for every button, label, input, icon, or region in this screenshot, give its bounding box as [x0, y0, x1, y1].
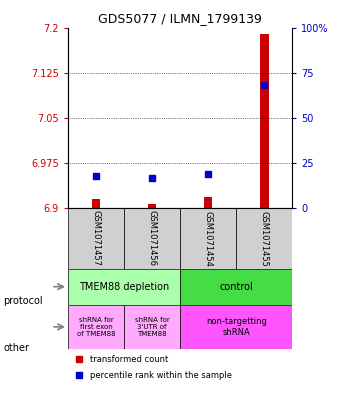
- Text: GSM1071455: GSM1071455: [260, 211, 269, 266]
- FancyBboxPatch shape: [124, 208, 180, 268]
- Bar: [204, 198, 212, 208]
- Text: control: control: [219, 282, 253, 292]
- Text: transformed count: transformed count: [90, 354, 169, 364]
- FancyBboxPatch shape: [180, 208, 236, 268]
- Bar: [260, 33, 269, 208]
- Bar: [148, 204, 156, 208]
- Text: GSM1071456: GSM1071456: [148, 211, 157, 266]
- Text: GSM1071454: GSM1071454: [204, 211, 213, 266]
- Text: percentile rank within the sample: percentile rank within the sample: [90, 371, 233, 380]
- FancyBboxPatch shape: [180, 305, 292, 349]
- Text: shRNA for
first exon
of TMEM88: shRNA for first exon of TMEM88: [77, 317, 115, 337]
- FancyBboxPatch shape: [124, 305, 180, 349]
- Text: GSM1071457: GSM1071457: [91, 211, 101, 266]
- FancyBboxPatch shape: [68, 268, 180, 305]
- Text: other: other: [3, 343, 29, 353]
- FancyBboxPatch shape: [236, 208, 292, 268]
- Text: non-targetting
shRNA: non-targetting shRNA: [206, 317, 267, 336]
- FancyBboxPatch shape: [180, 268, 292, 305]
- Title: GDS5077 / ILMN_1799139: GDS5077 / ILMN_1799139: [98, 12, 262, 25]
- Bar: [92, 199, 100, 208]
- FancyBboxPatch shape: [68, 208, 124, 268]
- Text: TMEM88 depletion: TMEM88 depletion: [79, 282, 169, 292]
- Text: shRNA for
3'UTR of
TMEM88: shRNA for 3'UTR of TMEM88: [135, 317, 170, 337]
- Text: protocol: protocol: [3, 296, 43, 306]
- FancyBboxPatch shape: [68, 305, 124, 349]
